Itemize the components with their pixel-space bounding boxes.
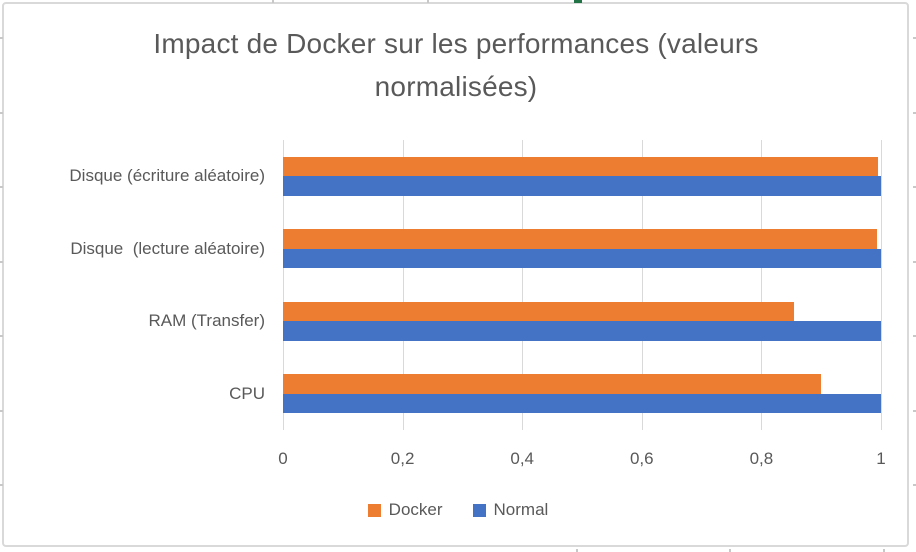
bar-docker-cpu[interactable] <box>283 374 822 394</box>
excel-gridline-mark <box>0 484 3 486</box>
gridline <box>881 140 882 430</box>
y-axis-label: RAM (Transfer) <box>148 311 266 331</box>
bar-docker-disque-criture-al-atoire[interactable] <box>283 156 878 177</box>
excel-gridline-mark <box>0 37 3 39</box>
gridline <box>522 140 524 430</box>
excel-gridline-mark <box>913 335 916 337</box>
gridline <box>641 140 643 430</box>
gridline <box>402 140 404 430</box>
excel-gridline-mark <box>576 549 578 552</box>
excel-gridline-mark <box>729 549 731 552</box>
x-tick-label: 0,4 <box>510 449 534 468</box>
excel-gridline-mark <box>0 410 3 412</box>
excel-gridline-mark <box>913 112 916 114</box>
value-axis-line <box>283 140 284 430</box>
y-axis-label: Disque (lecture aléatoire) <box>70 238 265 258</box>
legend-label: Normal <box>493 500 549 519</box>
excel-gridline-mark <box>427 0 429 3</box>
bar-docker-ram-transfer[interactable] <box>283 301 795 322</box>
legend-swatch-docker <box>367 503 381 517</box>
x-tick-label: 0,2 <box>390 449 415 468</box>
bar-docker-disque-lecture-al-atoire[interactable] <box>283 229 877 249</box>
bar-normal-ram-transfer[interactable] <box>283 321 881 341</box>
legend-item-docker[interactable]: Docker <box>367 500 443 520</box>
selection-mark <box>574 0 582 3</box>
y-axis-label: Disque (écriture aléatoire) <box>69 166 265 186</box>
chart-legend[interactable]: Docker Normal <box>0 500 916 520</box>
x-tick-label: 1 <box>876 449 886 468</box>
excel-gridline-mark <box>272 0 274 3</box>
excel-gridline-mark <box>913 37 916 39</box>
x-axis-labels: 0 0,2 0,4 0,6 0,8 1 <box>0 449 916 471</box>
bar-normal-disque-lecture-al-atoire[interactable] <box>283 248 881 269</box>
chart-title: Impact de Docker sur les performances (v… <box>153 28 759 102</box>
x-tick-label: 0 <box>278 449 288 468</box>
excel-gridline-mark <box>0 261 3 263</box>
x-tick-label: 0,6 <box>629 449 654 468</box>
excel-gridline-mark <box>913 410 916 412</box>
x-tick-label: 0,8 <box>749 449 774 468</box>
excel-gridline-mark <box>913 484 916 486</box>
bar-normal-cpu[interactable] <box>283 393 881 414</box>
legend-swatch-normal <box>472 503 486 517</box>
y-axis-labels: Disque (écriture aléatoire) Disque (lectu… <box>0 140 265 430</box>
plot-area[interactable] <box>283 140 882 430</box>
bar-normal-disque-criture-al-atoire[interactable] <box>283 176 881 196</box>
excel-gridline-mark <box>0 186 3 188</box>
excel-gridline-mark <box>883 549 885 552</box>
legend-label: Docker <box>388 500 443 519</box>
excel-gridline-mark <box>913 261 916 263</box>
gridline <box>761 140 763 430</box>
excel-gridline-mark <box>0 112 3 114</box>
y-axis-label: CPU <box>229 383 265 403</box>
chart-object[interactable] <box>2 2 909 547</box>
legend-item-normal[interactable]: Normal <box>472 500 549 520</box>
excel-gridline-mark <box>0 335 3 337</box>
excel-gridline-mark <box>913 186 916 188</box>
